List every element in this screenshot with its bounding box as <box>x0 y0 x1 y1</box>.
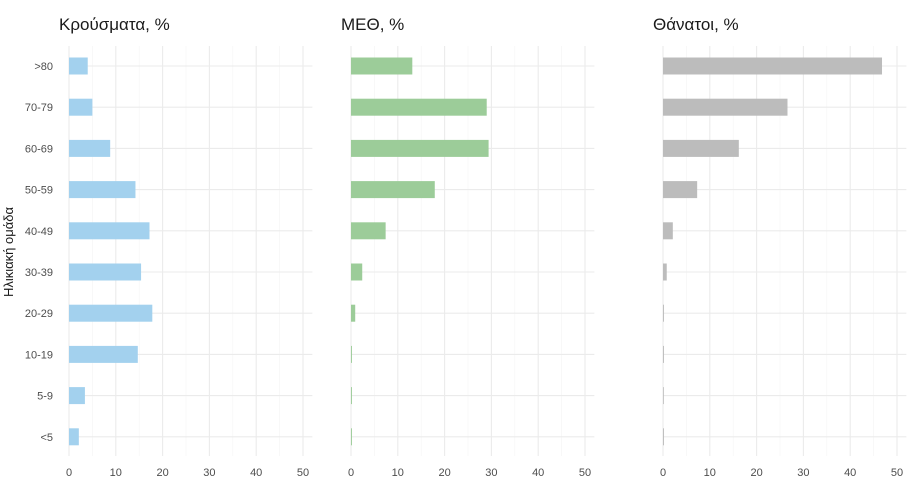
bar <box>69 222 150 240</box>
x-tick-label: 50 <box>297 467 309 479</box>
bar <box>351 57 413 75</box>
x-tick-label: 20 <box>156 467 168 479</box>
bar <box>351 98 487 116</box>
bar <box>351 139 489 157</box>
bar <box>69 139 111 157</box>
x-tick-label: 30 <box>485 467 497 479</box>
y-tick-label: 10-19 <box>25 349 53 361</box>
bar <box>351 263 363 281</box>
bar <box>69 57 88 75</box>
panel-2: ΜΕΘ, % 0 10 20 30 40 50 <box>341 15 595 479</box>
bar <box>69 345 138 363</box>
bar <box>663 345 664 363</box>
x-tick-label: 0 <box>348 467 354 479</box>
bar <box>663 428 664 446</box>
bar <box>69 428 79 446</box>
bar <box>351 181 435 199</box>
x-tick-label: 10 <box>392 467 404 479</box>
bar <box>663 387 664 405</box>
x-tick-label: 20 <box>438 467 450 479</box>
panel-1: Κρούσματα, % 0 10 20 30 40 50 <box>59 15 313 479</box>
bar <box>69 181 136 199</box>
bar <box>663 222 673 240</box>
bar <box>351 428 352 446</box>
x-tick-label: 50 <box>579 467 591 479</box>
y-axis-title: Ηλικιακή ομάδα <box>1 207 16 297</box>
y-tick-label: 50-59 <box>25 185 53 197</box>
y-tick-label: 30-39 <box>25 267 53 279</box>
bar <box>663 98 788 116</box>
y-tick-label: 20-29 <box>25 308 53 320</box>
bar <box>69 304 153 322</box>
x-tick-label: 50 <box>891 467 903 479</box>
bar <box>663 263 667 281</box>
panel-3: Θάνατοι, % 0 10 20 30 40 50 <box>653 15 907 479</box>
bar <box>663 57 883 75</box>
x-tick-label: 30 <box>203 467 215 479</box>
bar <box>351 387 352 405</box>
x-tick-label: 0 <box>66 467 72 479</box>
bar <box>351 345 352 363</box>
bar <box>663 181 698 199</box>
bar <box>663 304 664 322</box>
x-tick-label: 20 <box>750 467 762 479</box>
bar <box>663 139 739 157</box>
x-tick-label: 40 <box>250 467 262 479</box>
panel-title: Θάνατοι, % <box>653 15 739 34</box>
y-tick-label: 40-49 <box>25 226 53 238</box>
y-tick-label: 70-79 <box>25 102 53 114</box>
panel-title: Κρούσματα, % <box>59 15 170 34</box>
bar <box>351 222 386 240</box>
bar <box>69 98 93 116</box>
y-tick-label: 60-69 <box>25 143 53 155</box>
x-tick-label: 40 <box>844 467 856 479</box>
x-tick-label: 0 <box>660 467 666 479</box>
bar <box>69 263 142 281</box>
x-tick-label: 10 <box>704 467 716 479</box>
x-tick-label: 10 <box>110 467 122 479</box>
x-tick-label: 40 <box>532 467 544 479</box>
x-tick-label: 30 <box>797 467 809 479</box>
y-tick-label: <5 <box>40 432 53 444</box>
bar <box>69 387 85 405</box>
panel-title: ΜΕΘ, % <box>341 15 404 34</box>
bar <box>351 304 356 322</box>
y-tick-label: >80 <box>34 61 53 73</box>
y-tick-label: 5-9 <box>37 391 53 403</box>
